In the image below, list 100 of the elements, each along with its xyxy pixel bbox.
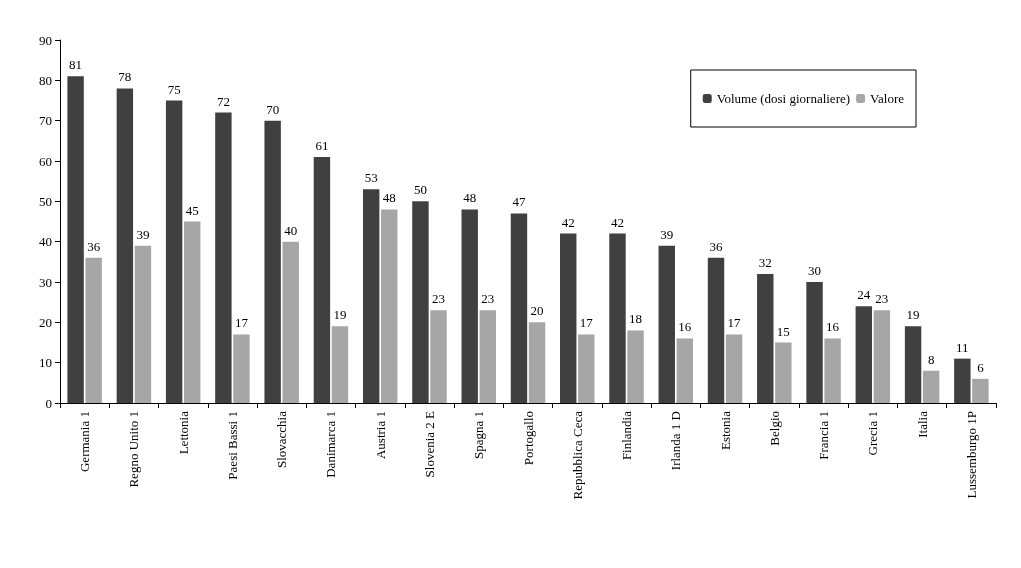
legend-label: Valore (870, 91, 905, 106)
bar (922, 370, 940, 403)
bar (873, 310, 891, 403)
data-label: 19 (333, 307, 347, 323)
data-label: 36 (709, 238, 724, 254)
data-label: 72 (216, 93, 230, 109)
bar (85, 257, 102, 403)
y-tick-label: 90 (39, 32, 52, 48)
bar (775, 342, 792, 403)
bar (904, 326, 922, 403)
x-tick-label: Finlandia (619, 410, 635, 461)
data-label: 75 (167, 81, 181, 97)
bar (165, 100, 183, 403)
data-label: 23 (481, 291, 495, 307)
data-label: 40 (284, 222, 298, 238)
bar (282, 241, 299, 403)
data-label: 50 (413, 182, 427, 198)
bar (560, 233, 577, 403)
data-label: 61 (315, 137, 329, 153)
bar (954, 358, 971, 403)
data-label: 39 (136, 226, 150, 242)
bar (116, 88, 134, 403)
data-label: 17 (579, 315, 594, 331)
y-tick-label: 60 (39, 153, 52, 169)
y-tick-label: 40 (39, 234, 52, 250)
data-label: 36 (87, 238, 101, 254)
x-tick-label: Regno Unito 1 (126, 411, 142, 488)
x-tick-label: Francia 1 (816, 411, 832, 460)
bar (627, 330, 644, 403)
x-tick-label: Estonia (717, 410, 733, 450)
y-tick-label: 80 (39, 72, 52, 88)
data-label: 70 (266, 101, 280, 117)
bar (707, 257, 725, 403)
x-tick-label: Paesi Bassi 1 (224, 411, 240, 480)
bar (412, 201, 429, 403)
data-label: 32 (758, 254, 772, 270)
data-label: 48 (463, 190, 477, 206)
x-tick-label: Irlanda 1 D (668, 411, 684, 471)
data-label: 19 (906, 307, 920, 323)
data-label: 42 (561, 214, 575, 230)
legend-label: Volume (dosi giornaliere) (716, 91, 851, 106)
data-label: 45 (185, 202, 199, 218)
bar (479, 310, 496, 403)
bar (313, 156, 331, 403)
bar (757, 273, 774, 403)
bar (264, 120, 281, 403)
data-label: 23 (875, 291, 889, 307)
bar (331, 326, 349, 403)
data-label: 20 (530, 303, 544, 319)
y-tick-label: 30 (39, 274, 52, 290)
bar (381, 209, 398, 403)
data-label: 48 (382, 190, 396, 206)
x-tick-label: Belgio (766, 411, 782, 446)
data-label: 8 (927, 351, 935, 367)
x-tick-label: Portogallo (520, 411, 536, 466)
bar (362, 189, 380, 403)
y-tick-label: 0 (45, 395, 52, 411)
bar (510, 213, 528, 403)
x-tick-label: Lussemburgo 1P (963, 411, 979, 499)
bar (658, 245, 675, 403)
data-label: 47 (512, 194, 526, 210)
bar (824, 338, 841, 403)
data-label: 17 (234, 315, 249, 331)
x-tick-label: Germania 1 (77, 411, 93, 473)
x-tick-label: Danimarca 1 (323, 411, 339, 478)
data-label: 24 (857, 287, 871, 303)
data-label: 81 (69, 57, 83, 73)
bar (806, 282, 823, 403)
y-tick-label: 70 (39, 113, 52, 129)
x-tick-label: Austria 1 (372, 411, 388, 460)
bar (134, 245, 152, 403)
y-tick-label: 20 (39, 314, 52, 330)
data-label: 30 (808, 263, 822, 278)
bar (67, 76, 84, 403)
bar (578, 334, 595, 403)
bar (725, 334, 743, 403)
bar (855, 306, 873, 403)
data-label: 78 (118, 69, 132, 85)
x-tick-label: Lettonia (175, 410, 191, 455)
x-tick-label: Grecia 1 (865, 411, 881, 456)
data-label: 16 (826, 319, 840, 335)
x-tick-label: Slovenia 2 E (421, 410, 437, 478)
x-tick-label: Italia (914, 410, 930, 438)
y-tick-label: 10 (39, 355, 52, 371)
bar (609, 233, 626, 403)
bar (972, 378, 989, 403)
bar (676, 338, 694, 403)
x-tick-label: Spagna 1 (471, 411, 487, 460)
y-tick-label: 50 (39, 193, 52, 209)
data-label: 18 (629, 311, 643, 327)
data-label: 11 (956, 339, 969, 355)
data-label: 23 (432, 291, 446, 307)
data-label: 15 (776, 323, 790, 339)
data-label: 39 (660, 226, 674, 242)
x-tick-label: Slovacchia (274, 410, 290, 469)
data-label: 53 (364, 170, 378, 186)
bar (233, 334, 250, 403)
data-label: 42 (610, 214, 624, 230)
bar (183, 221, 201, 403)
data-label: 16 (678, 319, 692, 335)
